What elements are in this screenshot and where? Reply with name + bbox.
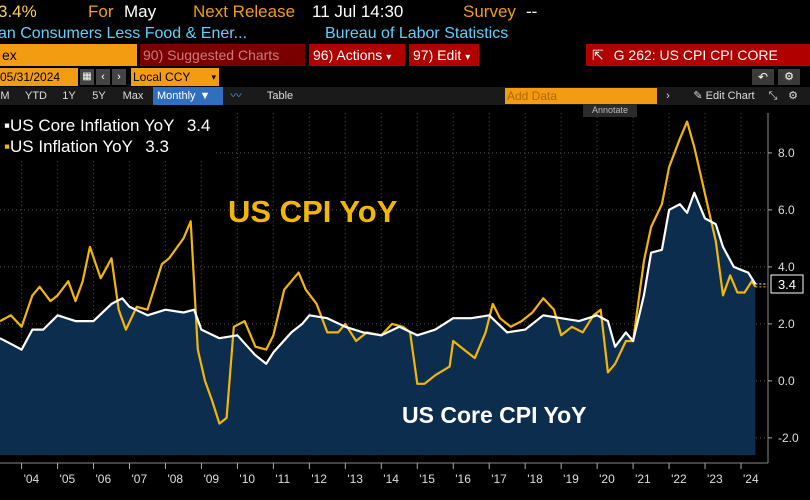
x-tick-label: '08	[167, 472, 183, 486]
line-chart-icon[interactable]: 〰	[230, 90, 242, 102]
gear-icon[interactable]: ⚙	[788, 90, 798, 102]
next-release-value: 11 Jul 14:30	[312, 2, 404, 21]
y-tick-label: 0.0	[778, 374, 795, 388]
legend-swatch-core: ▪	[4, 116, 11, 135]
frequency-select[interactable]: Monthly ▼	[153, 87, 223, 105]
date-row: 05/31/2024 ▦ ‹ › Local CCY ▾ ↶ ⚙	[0, 68, 810, 86]
x-tick-label: '21	[635, 472, 651, 486]
y-tick-label: -2.0	[778, 431, 799, 445]
last-value-badge	[770, 274, 804, 294]
x-tick-label: '07	[131, 472, 147, 486]
legend-item-core: ▪US Core Inflation YoY 3.4	[4, 116, 211, 135]
x-tick-label: '20	[599, 472, 615, 486]
chart-area: -2.0 0.0 2.0 4.0 6.0 8.0 3.4 '04 '05 '06 '07 '08 '09…	[0, 113, 804, 486]
range-bar: M YTD 1Y 5Y Max Monthly ▼ 〰 Table Add Dat…	[0, 87, 810, 105]
annotation-us-cpi: US CPI YoY	[228, 194, 398, 229]
y-tick-label: 6.0	[778, 203, 795, 217]
range-1y-button[interactable]: 1Y	[62, 90, 76, 102]
x-tick-label: '11	[275, 472, 290, 486]
x-tick-label: '12	[311, 472, 327, 486]
annotation-us-core-cpi: US Core CPI YoY	[402, 402, 586, 428]
date-field[interactable]: 05/31/2024	[0, 68, 78, 86]
y-tick-label: 4.0	[778, 260, 795, 274]
add-data-input[interactable]: Add Data	[505, 88, 657, 104]
range-m-button[interactable]: M	[0, 90, 10, 102]
survey-label: Survey	[463, 2, 516, 21]
series-row: an Consumers Less Food & Ener... Bureau …	[0, 24, 810, 44]
expand-icon[interactable]: ›	[666, 90, 670, 102]
suggested-charts-button[interactable]: 90) Suggested Charts	[140, 44, 305, 66]
x-tick-label: '18	[527, 472, 543, 486]
next-arrow-icon[interactable]: ›	[112, 69, 126, 85]
index-field[interactable]: ex	[0, 44, 137, 66]
header-row: 3.4% For May Next Release 11 Jul 14:30 S…	[0, 0, 810, 24]
resize-icon[interactable]: ⤡	[768, 90, 778, 102]
last-value-label: 3.4	[778, 277, 796, 292]
x-tick-label: '15	[419, 472, 435, 486]
series-name: an Consumers Less Food & Ener...	[0, 25, 248, 42]
x-tick-label: '09	[203, 472, 219, 486]
legend-swatch-headline: ▪	[4, 137, 11, 156]
undo-icon[interactable]: ↶	[752, 69, 774, 85]
x-tick-label: '16	[455, 472, 471, 486]
chart-legend: ▪US Core Inflation YoY 3.4 ▪US Inflation …	[0, 113, 215, 161]
x-tick-label: '23	[707, 472, 723, 486]
edit-button[interactable]: 97) Edit ▾	[409, 44, 479, 66]
next-release-label: Next Release	[193, 2, 296, 21]
range-5y-button[interactable]: 5Y	[92, 90, 106, 102]
y-tick-label: 2.0	[778, 317, 795, 331]
x-tick-label: '06	[96, 472, 112, 486]
calendar-icon[interactable]: ▦	[80, 69, 94, 85]
series-line-core	[0, 191, 757, 365]
x-tick-label: '17	[491, 472, 507, 486]
chart-title-bar: ⇱ G 262: US CPI CPI CORE	[586, 44, 810, 66]
popout-icon[interactable]: ⇱	[592, 47, 604, 63]
core-area	[0, 192, 756, 456]
for-label: For	[88, 2, 114, 21]
for-value: May	[124, 2, 157, 21]
source-name: Bureau of Labor Statistics	[325, 25, 509, 42]
x-tick-label: '05	[60, 472, 76, 486]
x-tick-label: '22	[671, 472, 687, 486]
wrench-icon: ✎	[693, 90, 706, 102]
x-tick-label: '10	[239, 472, 255, 486]
table-button[interactable]: Table	[266, 90, 294, 102]
series-line-headline	[0, 120, 757, 425]
x-tick-label: '24	[743, 472, 759, 486]
annotate-button[interactable]: Annotate	[583, 104, 637, 117]
edit-chart-button[interactable]: ✎ Edit Chart	[693, 90, 755, 102]
x-tick-label: '13	[347, 472, 363, 486]
currency-select[interactable]: Local CCY ▾	[131, 68, 219, 86]
legend-item-headline: ▪US Inflation YoY 3.3	[4, 137, 169, 156]
range-max-button[interactable]: Max	[122, 90, 144, 102]
prev-arrow-icon[interactable]: ‹	[96, 69, 110, 85]
chart-title: G 262: US CPI CPI CORE	[613, 47, 778, 63]
x-tick-label: '14	[383, 472, 399, 486]
y-tick-label: 8.0	[778, 146, 795, 160]
last-value: 3.4%	[0, 2, 37, 21]
range-ytd-button[interactable]: YTD	[25, 90, 47, 102]
survey-value: --	[526, 2, 538, 21]
x-tick-label: '04	[24, 472, 40, 486]
settings-icon[interactable]: ⚙	[778, 69, 800, 85]
x-tick-label: '19	[563, 472, 579, 486]
actions-button[interactable]: 96) Actions ▾	[309, 44, 405, 66]
toolbar: ex 90) Suggested Charts 96) Actions ▾ 97)…	[0, 44, 810, 66]
